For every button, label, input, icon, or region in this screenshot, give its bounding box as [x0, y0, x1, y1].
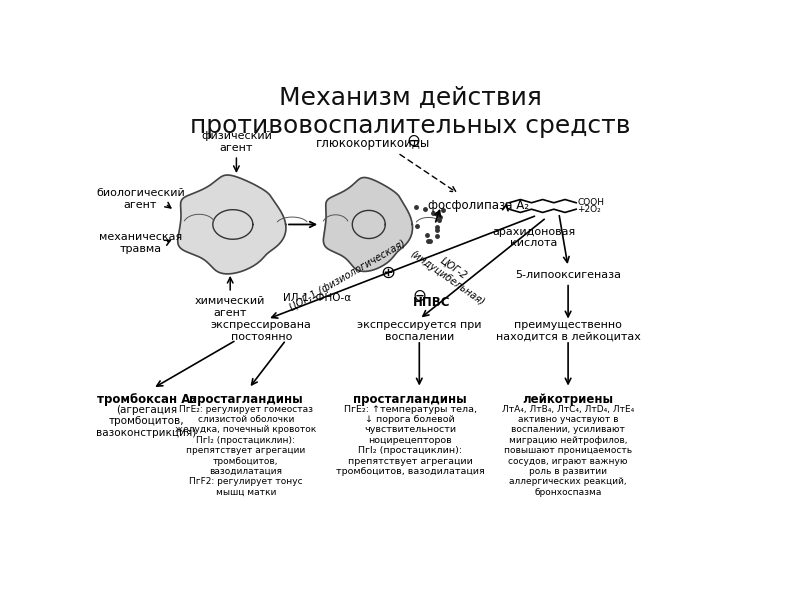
Text: ⊖: ⊖	[406, 132, 420, 150]
Text: преимущественно
находится в лейкоцитах: преимущественно находится в лейкоцитах	[496, 320, 641, 341]
Text: арахидоновая
кислота: арахидоновая кислота	[492, 227, 576, 248]
Text: НПВС: НПВС	[413, 296, 450, 310]
Text: ЦОГ-1 (физиологическая): ЦОГ-1 (физиологическая)	[288, 238, 408, 313]
Text: ПгЕ₂: регулирует гомеостаз
слизистой оболочки
желудка, почечный кровоток
ПгI₂ (п: ПгЕ₂: регулирует гомеостаз слизистой обо…	[175, 404, 316, 497]
Text: ⊕: ⊕	[381, 264, 396, 282]
Text: ЦОГ-2
(индуцибельная): ЦОГ-2 (индуцибельная)	[408, 239, 493, 307]
Text: тромбоксан А₂: тромбоксан А₂	[98, 393, 196, 406]
Text: Механизм действия: Механизм действия	[278, 86, 542, 110]
Text: фосфолипаза А₂: фосфолипаза А₂	[428, 199, 529, 212]
Text: биологический
агент: биологический агент	[96, 188, 185, 210]
Text: простагландины: простагландины	[353, 393, 467, 406]
Text: химический
агент: химический агент	[195, 296, 266, 317]
Text: COOH: COOH	[578, 198, 605, 207]
Text: ИЛ-1, ФНО-α: ИЛ-1, ФНО-α	[283, 293, 351, 304]
Text: экспрессирована
постоянно: экспрессирована постоянно	[210, 320, 312, 341]
Text: механическая
травма: механическая травма	[98, 232, 182, 254]
Text: +2О₂: +2О₂	[578, 205, 601, 214]
Text: противовоспалительных средств: противовоспалительных средств	[190, 113, 630, 137]
Text: физический
агент: физический агент	[201, 131, 272, 153]
Polygon shape	[323, 178, 413, 271]
Text: лейкотриены: лейкотриены	[522, 393, 614, 406]
Text: 5-липооксигеназа: 5-липооксигеназа	[515, 270, 621, 280]
Text: ПгЕ₂: ↑температуры тела,
↓ порога болевой
чувствительности
ноцирецепторов
ПгI₂ (: ПгЕ₂: ↑температуры тела, ↓ порога болево…	[336, 404, 484, 476]
Polygon shape	[178, 175, 286, 274]
Text: (агрегация
тромбоцитов,
вазоконстрикция): (агрегация тромбоцитов, вазоконстрикция)	[96, 404, 197, 438]
Text: экспрессируется при
воспалении: экспрессируется при воспалении	[357, 320, 482, 341]
Text: простагландины: простагландины	[189, 393, 302, 406]
Text: ЛтА₄, ЛтВ₄, ЛтС₄, ЛтD₄, ЛтЕ₄
активно участвуют в
воспалении, усиливают
миграцию : ЛтА₄, ЛтВ₄, ЛтС₄, ЛтD₄, ЛтЕ₄ активно уча…	[502, 404, 634, 497]
Text: ⊖: ⊖	[412, 287, 426, 305]
Text: глюкокортикоиды: глюкокортикоиды	[316, 137, 430, 150]
